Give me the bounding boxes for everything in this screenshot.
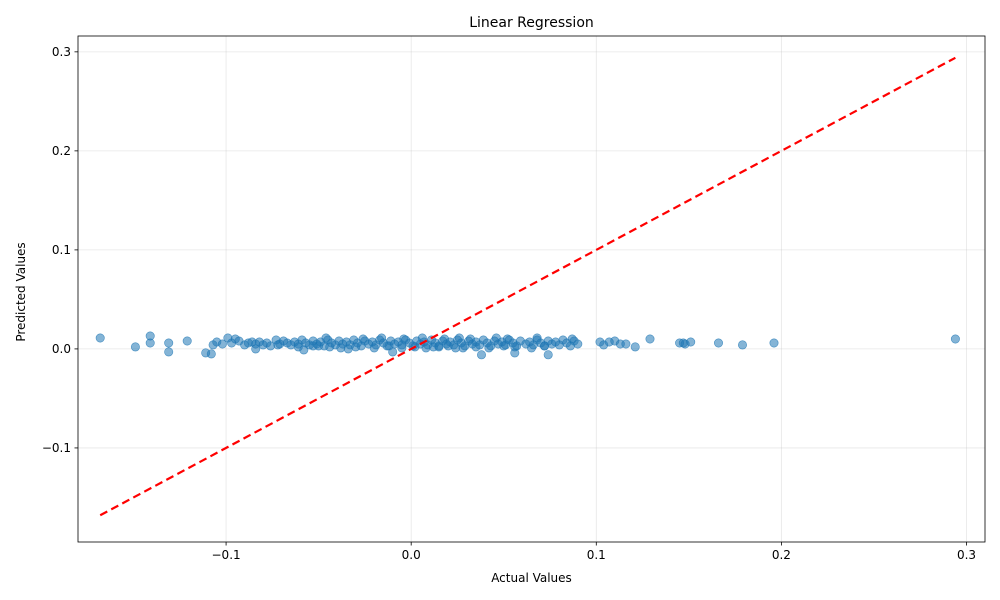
y-axis-ticks: −0.1 0.0 0.1 0.2 0.3 [42,45,78,455]
data-point [539,341,549,351]
data-point [369,343,379,353]
data-point [630,342,640,352]
data-points [95,331,960,360]
data-point [358,334,368,344]
reference-line-group [99,56,956,517]
data-point [686,337,696,347]
y-tick-label: 0.1 [52,243,71,257]
data-point [476,350,486,360]
data-point [543,350,553,360]
data-point [532,333,542,343]
data-point [484,343,494,353]
data-point [950,334,960,344]
y-axis-label: Predicted Values [14,242,28,341]
data-point [95,333,105,343]
grid-lines [78,36,985,542]
x-tick-label: −0.1 [212,548,241,562]
data-point [526,343,536,353]
data-point [713,338,723,348]
data-point [499,341,509,351]
x-axis-label: Actual Values [491,571,572,585]
data-point [567,334,577,344]
data-point [428,342,438,352]
data-point [336,343,346,353]
data-point [399,334,409,344]
data-point [737,340,747,350]
data-point [397,343,407,353]
data-point [351,342,361,352]
data-point [164,338,174,348]
data-point [217,339,227,349]
data-point [130,342,140,352]
data-point [145,331,155,341]
data-point [491,333,501,343]
data-point [769,338,779,348]
data-point [573,339,583,349]
reference-line [99,56,956,517]
plot-frame [77,35,986,543]
data-point [343,344,353,354]
data-point [510,348,520,358]
data-point [206,349,216,359]
chart-title: Linear Regression [469,15,594,31]
data-point [388,347,398,357]
data-point [325,342,335,352]
data-point [299,345,309,355]
data-point [439,334,449,344]
x-tick-label: 0.3 [957,548,976,562]
y-tick-label: 0.3 [52,45,71,59]
data-point [182,336,192,346]
data-point [502,334,512,344]
y-tick-label: 0.2 [52,144,71,158]
x-tick-label: 0.1 [587,548,606,562]
data-point [454,333,464,343]
x-axis-ticks: −0.1 0.0 0.1 0.2 0.3 [212,542,976,562]
data-point [421,343,431,353]
data-point [377,333,387,343]
x-tick-label: 0.2 [772,548,791,562]
data-point [251,344,261,354]
data-point [471,342,481,352]
data-point [451,343,461,353]
data-point [273,340,283,350]
x-tick-label: 0.0 [402,548,421,562]
data-point [308,341,318,351]
data-point [164,347,174,357]
data-point [645,334,655,344]
data-point [321,333,331,343]
data-point [465,334,475,344]
data-point [621,339,631,349]
y-tick-label: −0.1 [42,441,71,455]
y-tick-label: 0.0 [52,342,71,356]
